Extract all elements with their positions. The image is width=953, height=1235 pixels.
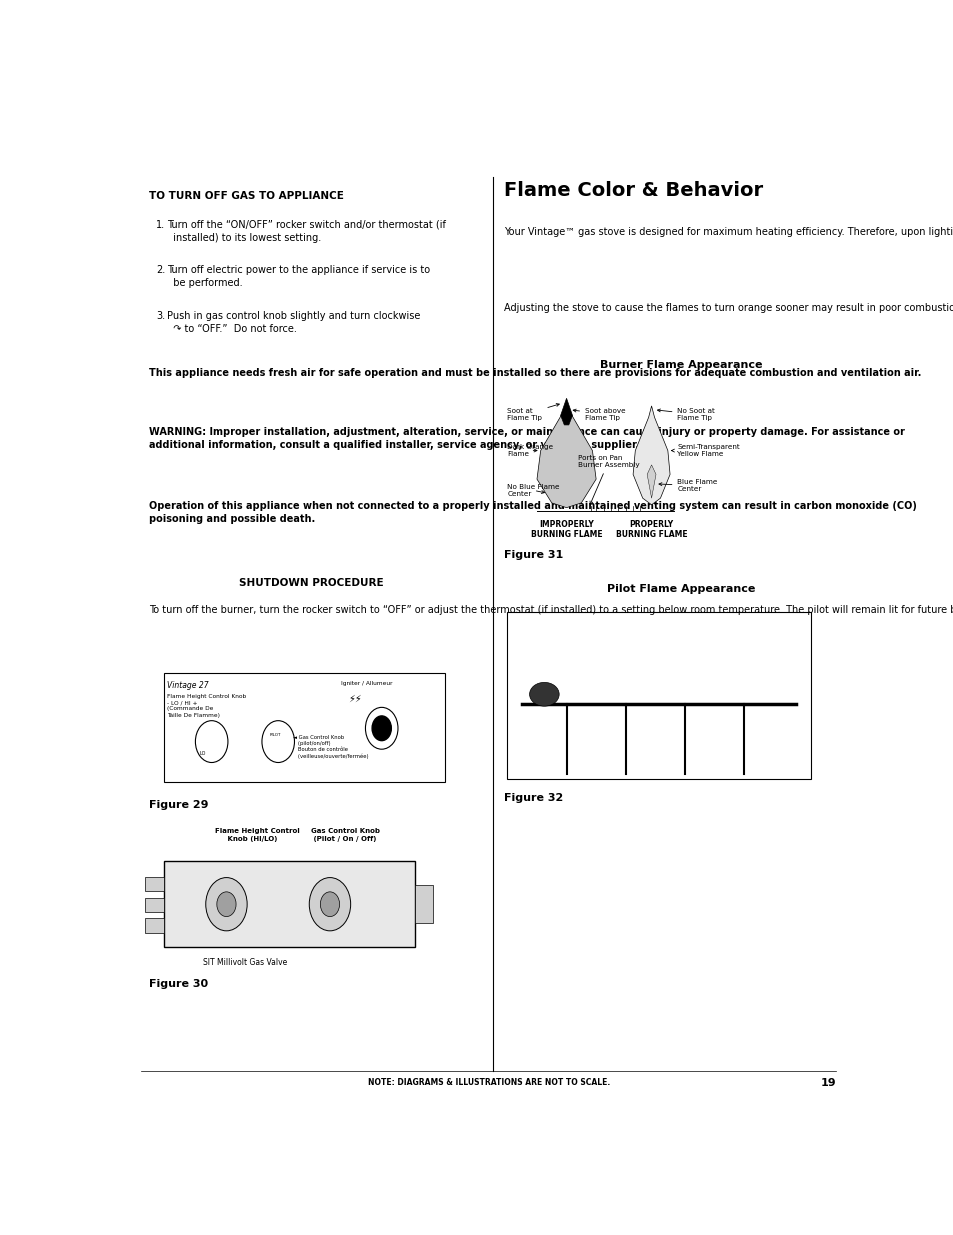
Polygon shape	[646, 464, 656, 498]
Text: Flame Color & Behavior: Flame Color & Behavior	[503, 182, 762, 200]
Text: Dark Orange
Flame: Dark Orange Flame	[507, 443, 553, 457]
Circle shape	[216, 892, 235, 916]
FancyBboxPatch shape	[507, 613, 810, 779]
Text: IMPROPERLY
BURNING FLAME: IMPROPERLY BURNING FLAME	[530, 520, 601, 540]
Circle shape	[320, 892, 339, 916]
Text: Ports on Pan
Burner Assembly: Ports on Pan Burner Assembly	[577, 456, 639, 504]
FancyBboxPatch shape	[164, 673, 444, 783]
Text: 19: 19	[820, 1078, 836, 1088]
Polygon shape	[633, 406, 669, 505]
Circle shape	[372, 716, 391, 741]
Text: Pilot Flame Appearance: Pilot Flame Appearance	[606, 584, 755, 594]
Text: No Soot at
Flame Tip: No Soot at Flame Tip	[657, 408, 715, 421]
Text: 1.: 1.	[156, 220, 165, 230]
Text: To turn off the burner, turn the rocker switch to “OFF” or adjust the thermostat: To turn off the burner, turn the rocker …	[149, 605, 953, 615]
Text: Turn off electric power to the appliance if service is to
  be performed.: Turn off electric power to the appliance…	[167, 266, 430, 288]
Text: PROPERLY
BURNING FLAME: PROPERLY BURNING FLAME	[615, 520, 687, 540]
Text: Your Vintage™ gas stove is designed for maximum heating efficiency. Therefore, u: Your Vintage™ gas stove is designed for …	[503, 227, 953, 237]
Text: Figure 32: Figure 32	[503, 793, 562, 803]
Text: Adjusting the stove to cause the flames to turn orange sooner may result in poor: Adjusting the stove to cause the flames …	[503, 304, 953, 314]
Text: Figure 29: Figure 29	[149, 799, 208, 810]
Text: SIT Millivolt Gas Valve: SIT Millivolt Gas Valve	[203, 958, 287, 967]
Polygon shape	[560, 399, 572, 425]
Text: TO TURN OFF GAS TO APPLIANCE: TO TURN OFF GAS TO APPLIANCE	[149, 191, 343, 201]
Text: Blue Flame
Center: Blue Flame Center	[659, 479, 717, 492]
Text: NOTE: DIAGRAMS & ILLUSTRATIONS ARE NOT TO SCALE.: NOTE: DIAGRAMS & ILLUSTRATIONS ARE NOT T…	[368, 1078, 609, 1087]
FancyBboxPatch shape	[145, 898, 164, 911]
FancyBboxPatch shape	[145, 919, 164, 932]
Text: 2.: 2.	[156, 266, 165, 275]
Text: Operation of this appliance when not connected to a properly installed and maint: Operation of this appliance when not con…	[149, 501, 916, 524]
FancyBboxPatch shape	[164, 862, 415, 947]
Circle shape	[309, 878, 351, 931]
Text: Figure 31: Figure 31	[503, 551, 562, 561]
Text: ◄ Gas Control Knob
   (pilot/on/off)
   Bouton de contrôle
   (veilleuse/ouverte: ◄ Gas Control Knob (pilot/on/off) Bouton…	[293, 735, 368, 760]
Circle shape	[365, 708, 397, 750]
Circle shape	[206, 878, 247, 931]
Text: WARNING: Improper installation, adjustment, alteration, service, or maintenance : WARNING: Improper installation, adjustme…	[149, 427, 903, 450]
Text: Flame Height Control
     Knob (HI/LO): Flame Height Control Knob (HI/LO)	[215, 829, 300, 841]
FancyBboxPatch shape	[415, 885, 433, 924]
Text: This appliance needs fresh air for safe operation and must be installed so there: This appliance needs fresh air for safe …	[149, 368, 921, 378]
Text: Igniter / Allumeur: Igniter / Allumeur	[341, 680, 392, 685]
Text: PILOT: PILOT	[269, 734, 280, 737]
Text: Soot above
Flame Tip: Soot above Flame Tip	[573, 408, 625, 421]
Circle shape	[262, 721, 294, 762]
Ellipse shape	[529, 683, 558, 706]
Text: Figure 30: Figure 30	[149, 979, 208, 989]
Text: Soot at
Flame Tip: Soot at Flame Tip	[507, 404, 558, 421]
Circle shape	[195, 721, 228, 762]
Polygon shape	[537, 403, 596, 508]
Text: Burner Flame Appearance: Burner Flame Appearance	[599, 361, 761, 370]
Text: Turn off the “ON/OFF” rocker switch and/or thermostat (if
  installed) to its lo: Turn off the “ON/OFF” rocker switch and/…	[167, 220, 446, 243]
Text: SHUTDOWN PROCEDURE: SHUTDOWN PROCEDURE	[239, 578, 383, 588]
Text: Semi-Transparent
Yellow Flame: Semi-Transparent Yellow Flame	[671, 443, 740, 457]
Text: Flame Height Control Knob
- LO / HI +
(Commande De
Taille De Flamme): Flame Height Control Knob - LO / HI + (C…	[167, 694, 246, 718]
Text: No Blue Flame
Center: No Blue Flame Center	[507, 484, 559, 496]
Text: LO: LO	[199, 751, 205, 756]
Text: 3.: 3.	[156, 311, 165, 321]
Text: Gas Control Knob
 (Pilot / On / Off): Gas Control Knob (Pilot / On / Off)	[311, 829, 380, 841]
FancyBboxPatch shape	[145, 877, 164, 890]
Text: Push in gas control knob slightly and turn clockwise
  ↷ to “OFF.”  Do not force: Push in gas control knob slightly and tu…	[167, 311, 420, 333]
Text: ⚡⚡: ⚡⚡	[348, 694, 362, 704]
Text: Vintage 27: Vintage 27	[167, 680, 209, 689]
